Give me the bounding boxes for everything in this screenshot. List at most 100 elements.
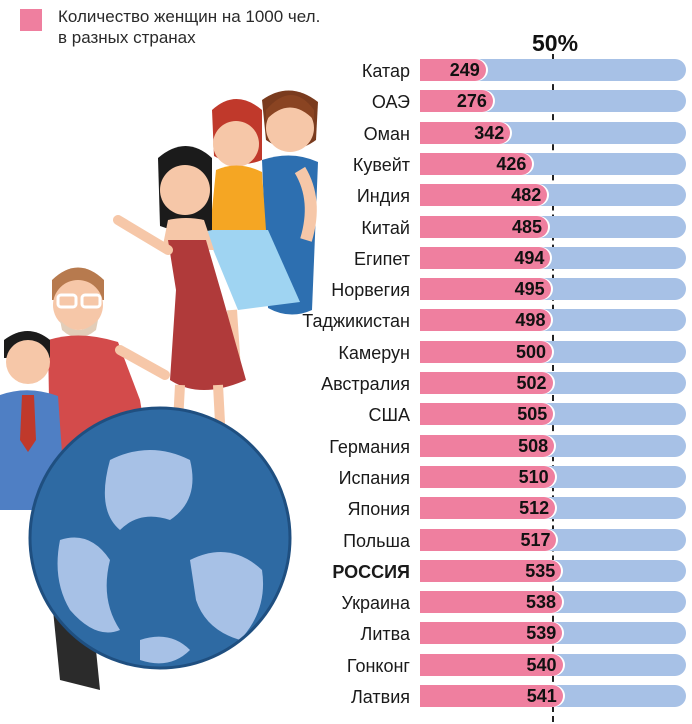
bar-row: Гонконг 540	[0, 653, 692, 678]
data-label: 540	[526, 654, 557, 675]
bar-track: 342	[420, 121, 686, 144]
bar-track: 502	[420, 372, 686, 394]
category-label: Кувейт	[352, 154, 410, 175]
category-label: Оман	[363, 123, 410, 144]
data-label: 426	[496, 153, 527, 174]
bar-row: Таджикистан 498	[0, 309, 692, 333]
data-label: 510	[518, 466, 549, 487]
bar-row: Китай 485	[0, 215, 692, 240]
bar-track: 541	[420, 685, 686, 707]
bar: 517	[420, 528, 557, 551]
bar-row: Кувейт 426	[0, 152, 692, 177]
data-label: 500	[515, 341, 546, 362]
bar: 482	[420, 184, 548, 207]
data-label: 249	[449, 60, 480, 80]
bar: 276	[420, 90, 493, 113]
bar-row: Украина 538	[0, 591, 692, 615]
bar-track: 539	[420, 622, 686, 645]
bar: 498	[420, 309, 552, 332]
data-label: 498	[515, 310, 546, 331]
category-label: ОАЭ	[371, 92, 410, 113]
bar-row: Катар 249	[0, 59, 692, 83]
legend-text: Количество женщин на 1000 чел. в разных …	[58, 6, 320, 48]
data-label: 276	[456, 91, 487, 112]
category-label: Гонконг	[346, 655, 410, 676]
bar-track: 512	[420, 497, 686, 520]
bar: 502	[420, 372, 553, 394]
data-label: 505	[517, 404, 548, 425]
data-label: 517	[520, 529, 551, 550]
bar-track: 494	[420, 246, 686, 269]
category-label: Литва	[360, 624, 410, 645]
bar: 505	[420, 403, 554, 426]
bar: 500	[420, 340, 552, 363]
people-and-globe-illustration	[0, 90, 318, 690]
bar-row: РОССИЯ 535	[0, 559, 692, 584]
bar-track: 276	[420, 90, 686, 113]
data-label: 538	[525, 592, 557, 613]
bar-track: 540	[420, 653, 686, 676]
bar: 426	[420, 152, 533, 175]
category-label: Испания	[338, 467, 410, 488]
bar-track: 482	[420, 184, 686, 207]
bar-row: Австралия 502	[0, 372, 692, 396]
category-label: Япония	[347, 499, 411, 520]
bar: 494	[420, 246, 551, 269]
bar: 508	[420, 434, 555, 457]
category-label: Китай	[361, 217, 410, 238]
category-label: РОССИЯ	[332, 561, 410, 582]
category-label: Австралия	[321, 374, 410, 394]
bar-row: Камерун 500	[0, 340, 692, 365]
bar-row: Испания 510	[0, 465, 692, 490]
bar: 249	[420, 59, 486, 81]
category-label: Индия	[356, 186, 410, 207]
bar-row: США 505	[0, 403, 692, 427]
bar-row: ОАЭ 276	[0, 90, 692, 114]
bar: 510	[420, 465, 555, 488]
bar-track: 498	[420, 309, 686, 332]
bar-row: Латвия 541	[0, 685, 692, 709]
bar-row: Япония 512	[0, 497, 692, 521]
bar: 512	[420, 497, 556, 520]
bar-track: 500	[420, 340, 686, 363]
data-label: 512	[519, 498, 550, 519]
data-label: 541	[526, 686, 557, 706]
bar: 485	[420, 215, 549, 238]
category-label: Норвегия	[331, 280, 410, 301]
bar: 342	[420, 121, 511, 144]
bar: 538	[420, 591, 563, 614]
data-label: 495	[514, 279, 545, 300]
bar-track: 517	[420, 528, 686, 551]
bar: 539	[420, 622, 563, 645]
bar-row: Индия 482	[0, 184, 692, 208]
category-label: США	[368, 405, 410, 426]
bar-row: Польша 517	[0, 528, 692, 553]
legend-line-2: в разных странах	[58, 28, 196, 47]
bar-track: 495	[420, 278, 686, 301]
bar-track: 249	[420, 59, 686, 81]
bar-track: 510	[420, 465, 686, 488]
category-label: Латвия	[350, 687, 410, 707]
bar-row: Норвегия 495	[0, 278, 692, 302]
reference-line-label: 50%	[532, 30, 579, 56]
bar-track: 535	[420, 559, 686, 582]
bar-track: 538	[420, 591, 686, 614]
category-label: Таджикистан	[302, 311, 410, 332]
category-label: Катар	[361, 61, 410, 81]
bar-track: 426	[420, 152, 686, 175]
legend-line-1: Количество женщин на 1000 чел.	[58, 7, 321, 26]
data-label: 482	[511, 185, 542, 206]
category-label: Египет	[353, 248, 410, 269]
category-label: Камерун	[338, 342, 410, 363]
bar-row: Литва 539	[0, 622, 692, 646]
data-label: 342	[474, 122, 505, 143]
bar-track: 485	[420, 215, 686, 238]
data-label: 508	[518, 435, 549, 456]
legend-swatch	[20, 9, 42, 31]
bar: 535	[420, 559, 562, 582]
bar-row: Египет 494	[0, 246, 692, 271]
bar-track: 505	[420, 403, 686, 426]
bar: 495	[420, 278, 551, 301]
data-label: 539	[526, 623, 557, 644]
